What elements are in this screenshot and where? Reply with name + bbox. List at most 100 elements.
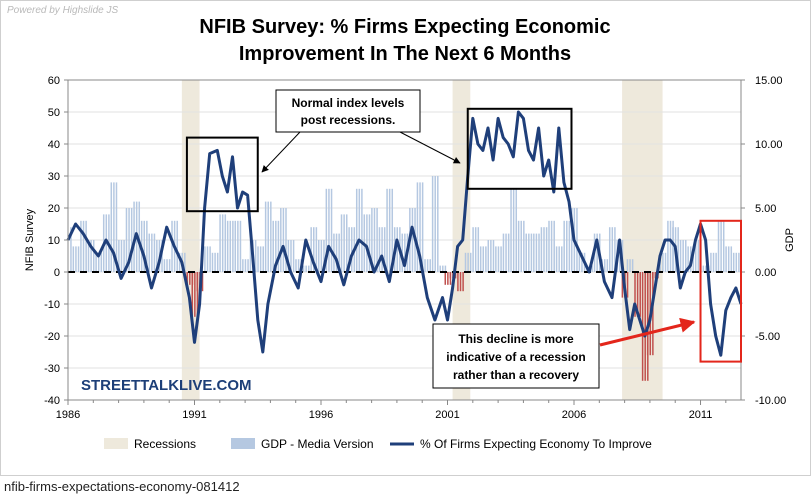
gdp-bar [472,227,474,272]
gdp-bar [543,227,545,272]
y-tick-label: 0 [54,267,60,279]
gdp-bar [548,220,550,272]
gdp-bar [191,272,194,317]
gdp-bar [161,240,163,272]
gdp-bar [315,227,318,272]
gdp-bar [391,188,394,272]
annotation-normal-levels: Normal index levels post recessions. [261,89,461,173]
gdp-bar [196,272,199,317]
gdp-bar [523,220,525,272]
gdp-bar [431,176,434,272]
gdp-bar [485,246,487,272]
gdp-bar [343,214,345,272]
gdp-bar [285,208,287,272]
gdp-bar [100,252,103,272]
gdp-bar [459,272,462,292]
gdp-bar [505,233,507,272]
gdp-bar [128,208,130,272]
gdp-bar [469,252,472,272]
gdp-bar [338,233,340,272]
gdp-bar [474,227,477,272]
gdp-bar [366,214,368,272]
gdp-bar [664,252,667,272]
y-tick-label: -20 [44,331,60,343]
gdp-bar [462,272,464,292]
gdp-bar [644,272,646,381]
gdp-bar [540,227,543,272]
gdp-bar [376,208,378,272]
gdp-bar [305,265,307,272]
gdp-bar [328,188,330,272]
gdp-bar [581,252,583,272]
y-tick-label: 10 [48,235,60,247]
gdp-bar [118,240,120,272]
gdp-bar [677,227,679,272]
y-tick-label: 50 [48,107,60,119]
legend-line-label[interactable]: % Of Firms Expecting Economy To Improve [420,437,652,451]
gdp-bar [77,246,80,272]
gdp-bar [325,188,328,272]
gdp-bar [184,252,186,272]
gdp-bar [596,233,598,272]
gdp-bar [717,220,720,272]
gdp-bar [168,259,171,272]
legend-gdp-label[interactable]: GDP - Media Version [261,437,374,451]
nfib-chart: NFIB Survey: % Firms Expecting Economic … [24,16,796,451]
gdp-bar [685,240,687,272]
gdp-bar [576,208,578,272]
gdp-bar [206,246,209,272]
gdp-bar [201,272,204,292]
annotation-decline: This decline is more indicative of a rec… [432,317,696,389]
gdp-bar [563,220,565,272]
gdp-bar [550,220,553,272]
gdp-bar [679,240,682,272]
gdp-bar [358,188,361,272]
gdp-bar [196,272,199,292]
gdp-bar [97,252,100,272]
gdp-bar [148,233,150,272]
x-tick-label: 2006 [562,409,586,421]
gdp-bar [411,208,414,272]
gdp-bar [226,220,229,272]
right-axis-ticks: -10.00 -5.00 0.00 5.00 10.00 15.00 [741,75,786,407]
gdp-bar [295,259,297,272]
y-tick-label: 20 [48,203,60,215]
gdp-bar [237,220,239,272]
annotation-normal-box [275,89,421,133]
gdp-bar [735,252,738,272]
annotation-decline-line-1: This decline is more [458,332,574,346]
gdp-bar [571,208,573,272]
annotation-decline-line-3: rather than a recovery [453,368,579,382]
gdp-bar [682,240,684,272]
gdp-bar [467,252,469,272]
gdp-bar [229,220,232,272]
y-tick-label: 60 [48,75,60,87]
gdp-bar [566,220,568,272]
y2-tick-label: 0.00 [755,267,776,279]
annotation-decline-box [432,323,600,389]
gdp-bar [171,220,173,272]
gdp-bar [297,259,300,272]
gdp-bar [722,220,725,272]
gdp-bar [70,227,72,272]
gdp-bar [710,252,712,272]
annotation-normal-line-1: Normal index levels [292,96,405,110]
gdp-bar [626,259,629,272]
gdp-bar [568,220,571,272]
gdp-bar [545,227,548,272]
y2-tick-label: -10.00 [755,395,786,407]
gdp-bar [350,227,353,272]
gdp-bar [482,246,485,272]
gdp-bar [247,259,249,272]
gdp-bar [738,252,740,272]
gdp-bar [421,182,424,272]
legend-recession-label[interactable]: Recessions [134,437,196,451]
gdp-bar [383,227,386,272]
gdp-bar [290,240,292,272]
gdp-bar [280,208,282,272]
gdp-bar [419,182,421,272]
gdp-bar [533,233,535,272]
gdp-bar [517,220,520,272]
legend-gdp-swatch [231,438,255,449]
credit-text[interactable]: Powered by Highslide JS [7,5,119,16]
